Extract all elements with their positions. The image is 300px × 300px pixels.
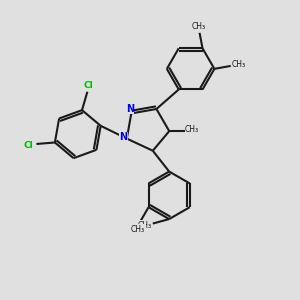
Text: CH₃: CH₃ — [192, 22, 206, 32]
Text: N: N — [119, 132, 127, 142]
Text: CH₃: CH₃ — [131, 225, 145, 234]
Text: N: N — [126, 104, 134, 114]
Text: Cl: Cl — [23, 141, 33, 150]
Text: Cl: Cl — [84, 81, 93, 90]
Text: CH₃: CH₃ — [137, 220, 152, 230]
Text: CH₃: CH₃ — [232, 60, 246, 69]
Text: CH₃: CH₃ — [185, 125, 199, 134]
